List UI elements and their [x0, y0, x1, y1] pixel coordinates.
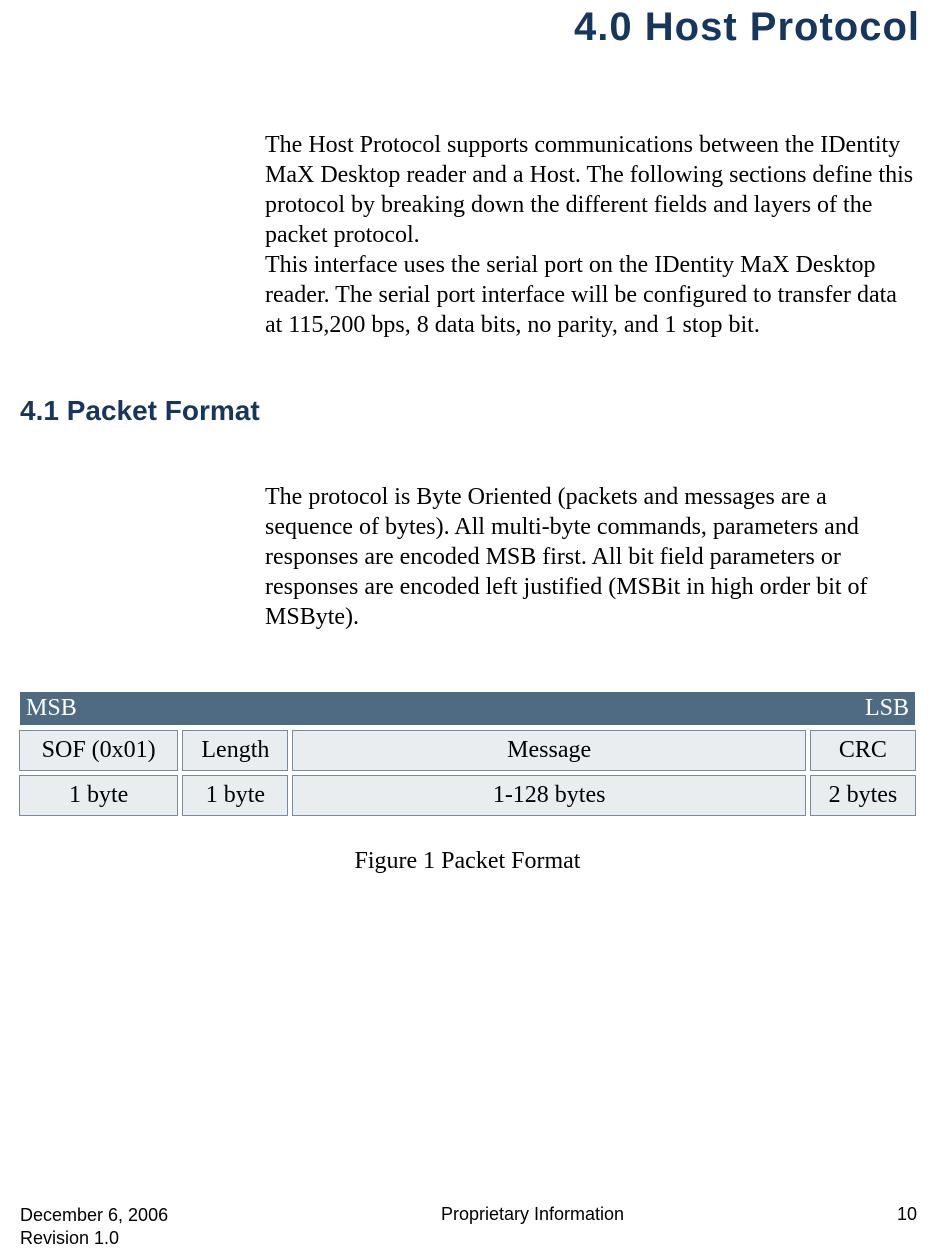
page-footer: December 6, 2006 Revision 1.0 Proprietar… — [20, 1204, 917, 1249]
footer-revision: Revision 1.0 — [20, 1227, 168, 1250]
section-heading: 4.1 Packet Format — [20, 395, 935, 427]
chapter-title: 4.0 Host Protocol — [0, 0, 935, 50]
table-header-bar: MSB LSB — [19, 691, 916, 726]
table-cell: Message — [292, 730, 805, 771]
table-cell: 1-128 bytes — [292, 775, 805, 816]
footer-page-number: 10 — [897, 1204, 917, 1225]
intro-paragraph-2: This interface uses the serial port on t… — [265, 250, 920, 340]
footer-left: December 6, 2006 Revision 1.0 — [20, 1204, 168, 1249]
table-cell: CRC — [810, 730, 916, 771]
table-header-left: MSB — [26, 695, 77, 722]
table-row: 1 byte 1 byte 1-128 bytes 2 bytes — [19, 775, 916, 816]
footer-center: Proprietary Information — [168, 1204, 897, 1225]
packet-table: MSB LSB SOF (0x01) Length Message CRC 1 … — [15, 687, 920, 875]
section-body-block: The protocol is Byte Oriented (packets a… — [265, 482, 920, 632]
table-cell: 2 bytes — [810, 775, 916, 816]
table-cell: Length — [182, 730, 288, 771]
table-cell: 1 byte — [182, 775, 288, 816]
section-body-text: The protocol is Byte Oriented (packets a… — [265, 482, 920, 632]
table-row: SOF (0x01) Length Message CRC — [19, 730, 916, 771]
table-cell: 1 byte — [19, 775, 178, 816]
intro-paragraph-1: The Host Protocol supports communication… — [265, 130, 920, 250]
footer-date: December 6, 2006 — [20, 1204, 168, 1227]
intro-block: The Host Protocol supports communication… — [265, 130, 920, 340]
table-cell: SOF (0x01) — [19, 730, 178, 771]
figure-caption: Figure 1 Packet Format — [15, 848, 920, 875]
table-header-right: LSB — [865, 695, 909, 722]
